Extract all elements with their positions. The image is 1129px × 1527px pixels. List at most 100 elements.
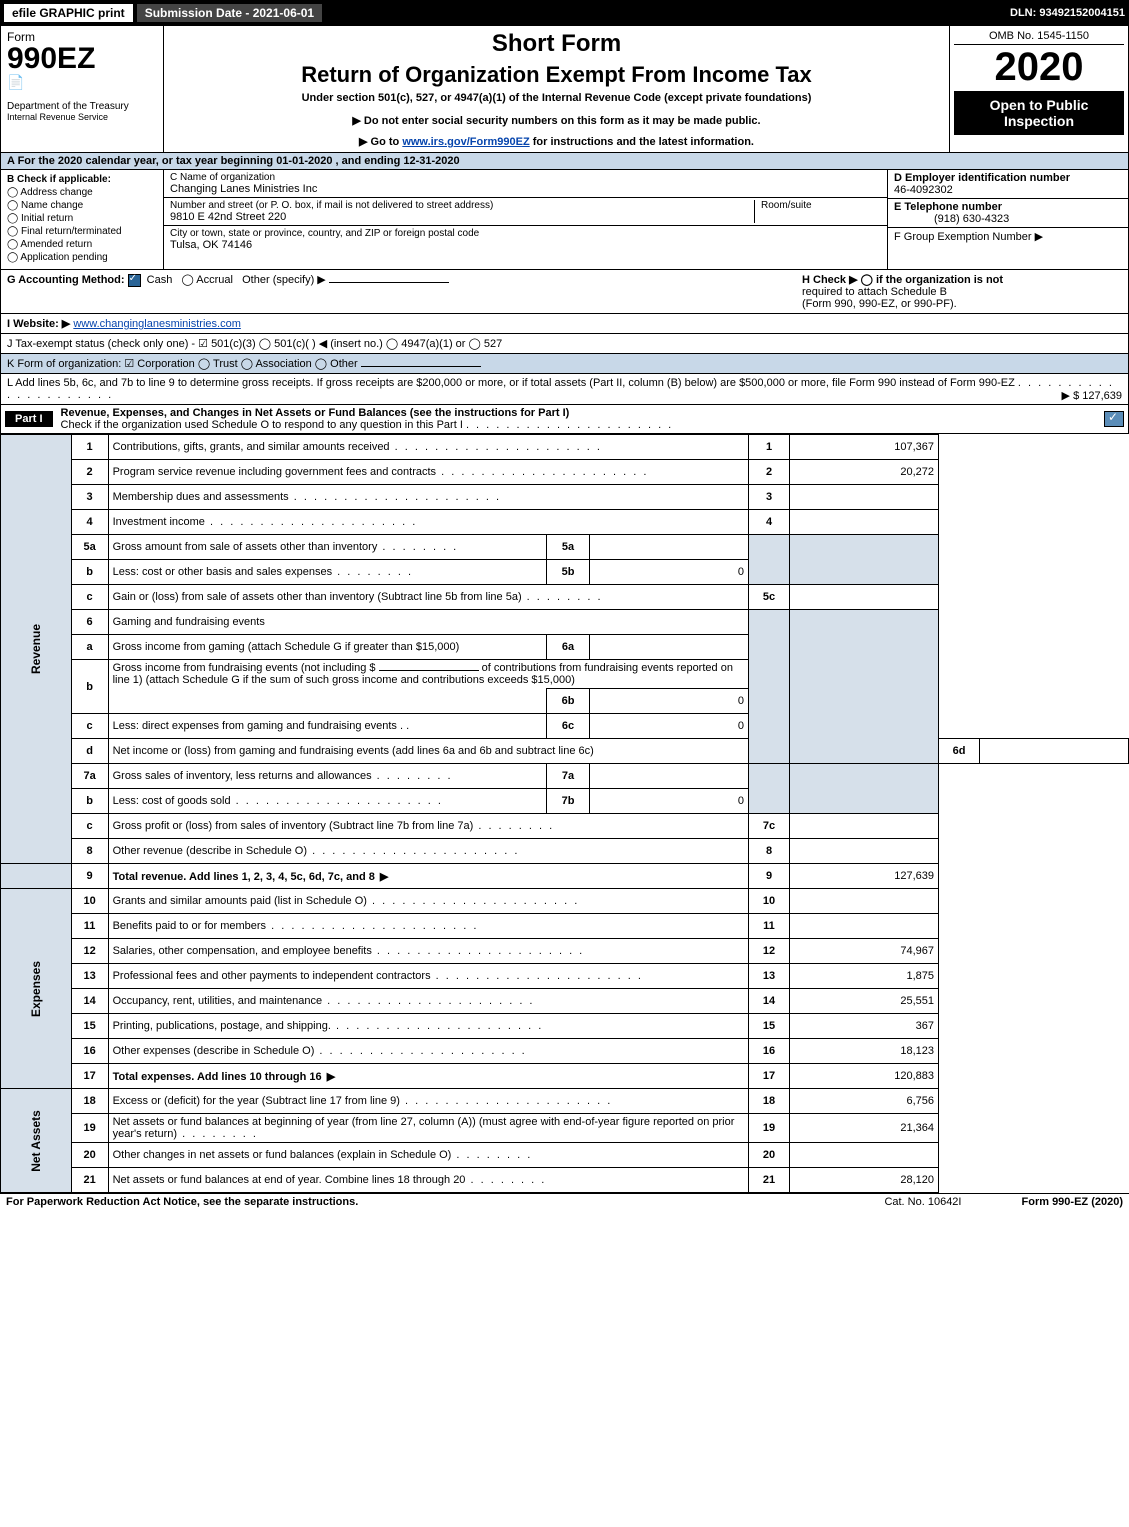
- line-8-val: [790, 839, 939, 864]
- l-text: L Add lines 5b, 6c, and 7b to line 9 to …: [7, 377, 1015, 389]
- line-1-col: 1: [749, 435, 790, 460]
- line-3-desc: Membership dues and assessments: [113, 491, 501, 503]
- paperwork-notice: For Paperwork Reduction Act Notice, see …: [6, 1196, 358, 1208]
- line-11-val: [790, 914, 939, 939]
- part1-checkbox[interactable]: [1104, 411, 1124, 427]
- line-6c-desc: Less: direct expenses from gaming and fu…: [113, 720, 397, 732]
- chk-cash[interactable]: [128, 274, 141, 287]
- line-13-num: 13: [71, 964, 108, 989]
- j-text: J Tax-exempt status (check only one) - ☑…: [7, 338, 502, 350]
- line-3-val: [790, 485, 939, 510]
- line-6a-subval: [590, 635, 749, 660]
- short-form-title: Short Form: [172, 30, 941, 58]
- line-1-desc: Contributions, gifts, grants, and simila…: [113, 441, 602, 453]
- line-17-col: 17: [749, 1064, 790, 1089]
- line-7c-val: [790, 814, 939, 839]
- part1-head: Part I: [5, 411, 53, 427]
- row-g-h: G Accounting Method: Cash ◯ Accrual Othe…: [0, 270, 1129, 314]
- line-17-desc: Total expenses. Add lines 10 through 16: [113, 1071, 338, 1083]
- line-11-desc: Benefits paid to or for members: [113, 920, 479, 932]
- line-5b-num: b: [71, 560, 108, 585]
- room-suite-label: Room/suite: [754, 200, 881, 223]
- h-text1: H Check ▶ ◯ if the organization is not: [802, 274, 1003, 286]
- line-4-desc: Investment income: [113, 516, 418, 528]
- efile-print-button[interactable]: efile GRAPHIC print: [4, 4, 133, 22]
- line-13-col: 13: [749, 964, 790, 989]
- website-link[interactable]: www.changinglanesministries.com: [73, 318, 241, 330]
- line-15-col: 15: [749, 1014, 790, 1039]
- line-7a-sub: 7a: [547, 764, 590, 789]
- line-5c-desc: Gain or (loss) from sale of assets other…: [113, 591, 603, 603]
- expenses-label: Expenses: [1, 889, 72, 1089]
- line-14-num: 14: [71, 989, 108, 1014]
- line-8-col: 8: [749, 839, 790, 864]
- chk-application-pending[interactable]: Application pending: [7, 252, 157, 263]
- form-number: 990EZ: [7, 44, 157, 74]
- i-label: I Website: ▶: [7, 318, 70, 330]
- line-15-val: 367: [790, 1014, 939, 1039]
- chk-name-change[interactable]: Name change: [7, 200, 157, 211]
- cash-label: Cash: [147, 274, 173, 286]
- row-i-website: I Website: ▶ www.changinglanesministries…: [0, 314, 1129, 334]
- line-18-desc: Excess or (deficit) for the year (Subtra…: [113, 1095, 613, 1107]
- chk-final-return[interactable]: Final return/terminated: [7, 226, 157, 237]
- line-6b-desc1: Gross income from fundraising events (no…: [113, 662, 376, 674]
- line-9-val: 127,639: [790, 864, 939, 889]
- main-table: Revenue 1 Contributions, gifts, grants, …: [0, 434, 1129, 1193]
- submission-date-button[interactable]: Submission Date - 2021-06-01: [137, 4, 322, 22]
- line-6b-subval: 0: [590, 689, 749, 714]
- irs-link[interactable]: www.irs.gov/Form990EZ: [402, 136, 529, 148]
- h-text2: required to attach Schedule B: [802, 286, 947, 298]
- line-5b-desc: Less: cost or other basis and sales expe…: [113, 566, 413, 578]
- line-1-num: 1: [71, 435, 108, 460]
- line-5a-num: 5a: [71, 535, 108, 560]
- line-8-num: 8: [71, 839, 108, 864]
- line-13-desc: Professional fees and other payments to …: [113, 970, 643, 982]
- line-6d-val: [980, 739, 1129, 764]
- line-12-col: 12: [749, 939, 790, 964]
- line-12-num: 12: [71, 939, 108, 964]
- line-4-val: [790, 510, 939, 535]
- line-6a-desc: Gross income from gaming (attach Schedul…: [108, 635, 546, 660]
- info-block: B Check if applicable: Address change Na…: [0, 170, 1129, 270]
- line-20-col: 20: [749, 1143, 790, 1168]
- line-7b-desc: Less: cost of goods sold: [113, 795, 443, 807]
- line-6c-num: c: [71, 714, 108, 739]
- line-17-val: 120,883: [790, 1064, 939, 1089]
- line-17-num: 17: [71, 1064, 108, 1089]
- line-3-col: 3: [749, 485, 790, 510]
- org-city: Tulsa, OK 74146: [170, 239, 252, 251]
- form-footer-label: Form 990-EZ (2020): [1022, 1196, 1124, 1208]
- section-b-label: B Check if applicable:: [7, 174, 111, 185]
- line-12-val: 74,967: [790, 939, 939, 964]
- line-11-col: 11: [749, 914, 790, 939]
- line-20-desc: Other changes in net assets or fund bala…: [113, 1149, 533, 1161]
- line-4-col: 4: [749, 510, 790, 535]
- line-7c-desc: Gross profit or (loss) from sales of inv…: [113, 820, 555, 832]
- line-18-col: 18: [749, 1089, 790, 1114]
- line-7b-sub: 7b: [547, 789, 590, 814]
- chk-amended-return[interactable]: Amended return: [7, 239, 157, 250]
- open-inspection: Open to Public Inspection: [954, 91, 1124, 135]
- line-6d-num: d: [71, 739, 108, 764]
- chk-address-change[interactable]: Address change: [7, 187, 157, 198]
- line-6a-sub: 6a: [547, 635, 590, 660]
- chk-initial-return[interactable]: Initial return: [7, 213, 157, 224]
- line-8-desc: Other revenue (describe in Schedule O): [113, 845, 520, 857]
- line-6-desc: Gaming and fundraising events: [108, 610, 748, 635]
- cat-number: Cat. No. 10642I: [884, 1196, 961, 1208]
- line-10-num: 10: [71, 889, 108, 914]
- part1-header-row: Part I Revenue, Expenses, and Changes in…: [0, 405, 1129, 434]
- line-2-col: 2: [749, 460, 790, 485]
- line-3-num: 3: [71, 485, 108, 510]
- line-12-desc: Salaries, other compensation, and employ…: [113, 945, 585, 957]
- line-6d-col: 6d: [939, 739, 980, 764]
- line-19-val: 21,364: [790, 1114, 939, 1143]
- form-header: Form 990EZ 📄 Department of the Treasury …: [0, 26, 1129, 153]
- line-20-val: [790, 1143, 939, 1168]
- line-6b-sub: 6b: [547, 689, 590, 714]
- line-14-val: 25,551: [790, 989, 939, 1014]
- line-20-num: 20: [71, 1143, 108, 1168]
- line-15-desc: Printing, publications, postage, and shi…: [113, 1020, 544, 1032]
- line-10-desc: Grants and similar amounts paid (list in…: [113, 895, 580, 907]
